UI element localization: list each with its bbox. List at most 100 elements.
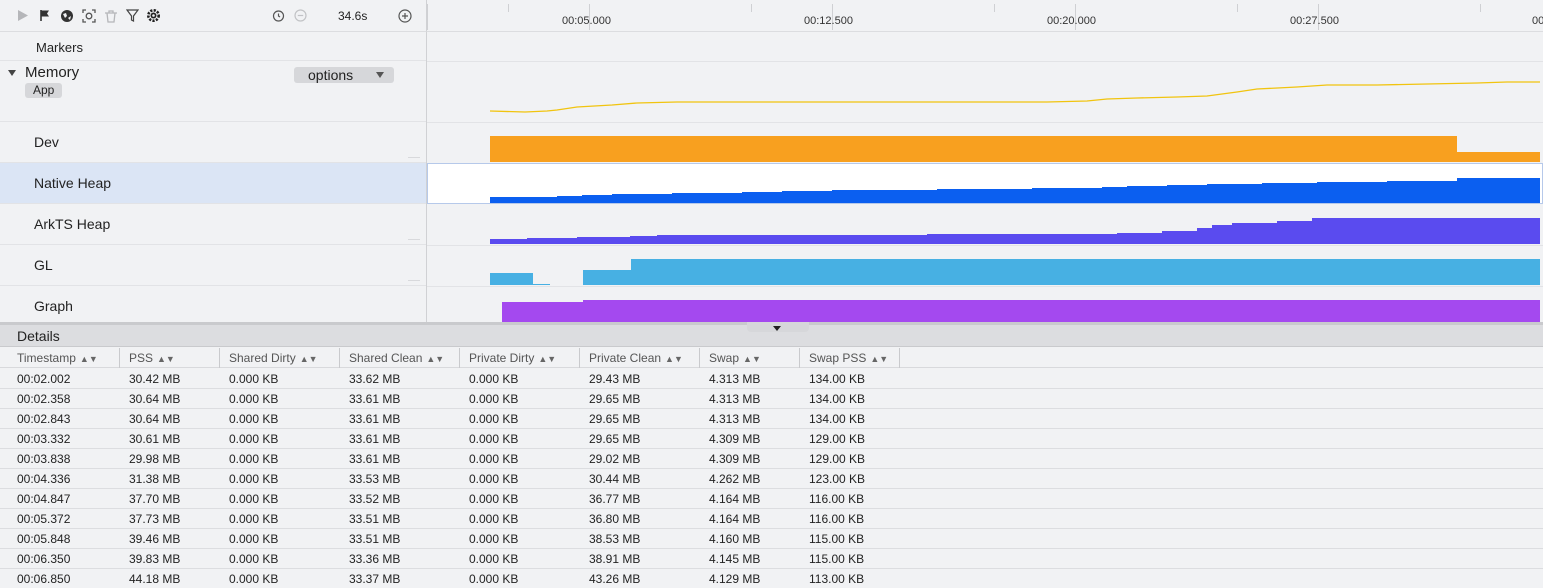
lane-dev[interactable]: Dev <box>0 122 426 163</box>
trash-icon[interactable] <box>103 8 118 23</box>
table-row[interactable]: 00:02.358 30.64 MB 0.000 KB 33.61 MB 0.000 K… <box>0 389 1543 409</box>
globe-icon[interactable] <box>59 8 74 23</box>
sort-icon: ▲▼ <box>870 354 889 364</box>
zoom-out-icon[interactable] <box>293 8 308 23</box>
cell-shared-dirty: 0.000 KB <box>229 392 279 406</box>
cell-private-clean: 29.65 MB <box>589 392 641 406</box>
details-table-header: Timestamp ▲▼ PSS ▲▼ Shared Dirty ▲▼ Shared … <box>0 348 1543 368</box>
graph-track <box>502 300 1540 322</box>
time-ruler[interactable]: 00:05.000 00:12.500 00:20.000 00:27.500 … <box>427 0 1543 32</box>
lane-arkts-heap[interactable]: ArkTS Heap <box>0 204 426 245</box>
cell-swap: 4.309 MB <box>709 432 761 446</box>
cell-pss: 29.98 MB <box>129 452 181 466</box>
cell-swap-pss: 134.00 KB <box>809 392 866 406</box>
table-row[interactable]: 00:04.336 31.38 MB 0.000 KB 33.53 MB 0.000 K… <box>0 469 1543 489</box>
timeline-chart-area[interactable] <box>427 32 1543 322</box>
column-header-shared-clean[interactable]: Shared Clean ▲▼ <box>340 348 460 368</box>
table-row[interactable]: 00:06.350 39.83 MB 0.000 KB 33.36 MB 0.000 K… <box>0 549 1543 569</box>
cell-shared-dirty: 0.000 KB <box>229 572 279 586</box>
play-icon[interactable] <box>15 8 30 23</box>
table-row[interactable]: 00:05.848 39.46 MB 0.000 KB 33.51 MB 0.000 K… <box>0 529 1543 549</box>
cell-private-clean: 36.80 MB <box>589 512 641 526</box>
table-row[interactable]: 00:05.372 37.73 MB 0.000 KB 33.51 MB 0.000 K… <box>0 509 1543 529</box>
capture-icon[interactable] <box>81 8 96 23</box>
cell-pss: 44.18 MB <box>129 572 181 586</box>
lane-separator <box>427 122 1543 123</box>
ruler-tick <box>508 4 509 12</box>
sort-icon: ▲▼ <box>79 354 98 364</box>
table-row[interactable]: 00:02.002 30.42 MB 0.000 KB 33.62 MB 0.000 K… <box>0 369 1543 389</box>
column-label: Swap <box>709 351 740 365</box>
settings-gear-icon[interactable] <box>146 8 161 23</box>
cell-swap-pss: 116.00 KB <box>809 492 865 506</box>
lane-graph-label: Graph <box>34 298 73 314</box>
cell-shared-clean: 33.51 MB <box>349 512 401 526</box>
cell-private-clean: 29.65 MB <box>589 412 641 426</box>
cell-pss: 30.61 MB <box>129 432 181 446</box>
column-header-timestamp[interactable]: Timestamp ▲▼ <box>8 348 120 368</box>
lane-memory-label: Memory <box>25 64 80 81</box>
cell-pss: 30.64 MB <box>129 412 181 426</box>
column-header-swap[interactable]: Swap ▲▼ <box>700 348 800 368</box>
column-header-private-clean[interactable]: Private Clean ▲▼ <box>580 348 700 368</box>
cell-shared-dirty: 0.000 KB <box>229 452 279 466</box>
options-dropdown[interactable]: options <box>294 67 394 83</box>
cell-private-clean: 43.26 MB <box>589 572 641 586</box>
table-row[interactable]: 00:03.332 30.61 MB 0.000 KB 33.61 MB 0.000 K… <box>0 429 1543 449</box>
column-header-pss[interactable]: PSS ▲▼ <box>120 348 220 368</box>
timer-icon[interactable] <box>271 8 286 23</box>
ruler-label: 00:20.000 <box>1047 15 1096 27</box>
zoom-in-icon[interactable] <box>397 8 412 23</box>
lane-memory[interactable]: Memory App options <box>0 61 426 122</box>
cell-private-dirty: 0.000 KB <box>469 452 519 466</box>
column-header-swap-pss[interactable]: Swap PSS ▲▼ <box>800 348 900 368</box>
cell-shared-dirty: 0.000 KB <box>229 372 279 386</box>
cell-shared-clean: 33.36 MB <box>349 552 401 566</box>
cell-shared-clean: 33.51 MB <box>349 532 401 546</box>
lane-gl[interactable]: GL <box>0 245 426 286</box>
lane-divider-mark <box>408 280 420 281</box>
ruler-tick <box>751 4 752 12</box>
cell-shared-dirty: 0.000 KB <box>229 472 279 486</box>
gl-track-segment-3 <box>583 259 1540 285</box>
table-row[interactable]: 00:06.850 44.18 MB 0.000 KB 33.37 MB 0.000 K… <box>0 569 1543 588</box>
filter-icon[interactable] <box>125 8 140 23</box>
cell-shared-clean: 33.53 MB <box>349 472 401 486</box>
collapse-triangle-icon[interactable] <box>8 70 16 76</box>
ruler-tick <box>1237 4 1238 12</box>
ruler-label: 00:12.500 <box>804 15 853 27</box>
dev-track <box>490 136 1540 162</box>
cell-swap: 4.160 MB <box>709 532 761 546</box>
collapse-arrow-icon[interactable] <box>773 326 781 331</box>
lane-divider-mark <box>408 157 420 158</box>
cell-swap: 4.313 MB <box>709 392 761 406</box>
table-row[interactable]: 00:04.847 37.70 MB 0.000 KB 33.52 MB 0.000 K… <box>0 489 1543 509</box>
sort-icon: ▲▼ <box>426 354 445 364</box>
cell-swap: 4.313 MB <box>709 372 761 386</box>
timeline-tracks <box>489 81 1540 322</box>
lane-graph[interactable]: Graph <box>0 286 426 322</box>
details-title: Details <box>17 328 60 344</box>
cell-swap: 4.145 MB <box>709 552 761 566</box>
cell-private-dirty: 0.000 KB <box>469 412 519 426</box>
toolbar: 34.6s <box>0 0 427 32</box>
lane-native-heap[interactable]: Native Heap <box>0 163 426 204</box>
cell-timestamp: 00:05.372 <box>17 512 71 526</box>
memory-usage-line <box>489 81 1540 113</box>
column-header-private-dirty[interactable]: Private Dirty ▲▼ <box>460 348 580 368</box>
column-header-shared-dirty[interactable]: Shared Dirty ▲▼ <box>220 348 340 368</box>
cell-swap: 4.262 MB <box>709 472 761 486</box>
zoom-level-readout: 34.6s <box>338 9 368 23</box>
cell-shared-dirty: 0.000 KB <box>229 492 279 506</box>
table-row[interactable]: 00:02.843 30.64 MB 0.000 KB 33.61 MB 0.000 K… <box>0 409 1543 429</box>
cell-swap: 4.164 MB <box>709 512 761 526</box>
flag-icon[interactable] <box>37 8 52 23</box>
lane-markers[interactable]: Markers <box>0 32 426 61</box>
cell-shared-clean: 33.52 MB <box>349 492 401 506</box>
cell-private-dirty: 0.000 KB <box>469 552 519 566</box>
cell-swap: 4.164 MB <box>709 492 761 506</box>
cell-pss: 39.83 MB <box>129 552 181 566</box>
table-row[interactable]: 00:03.838 29.98 MB 0.000 KB 33.61 MB 0.000 K… <box>0 449 1543 469</box>
cell-private-dirty: 0.000 KB <box>469 572 519 586</box>
cell-timestamp: 00:05.848 <box>17 532 71 546</box>
